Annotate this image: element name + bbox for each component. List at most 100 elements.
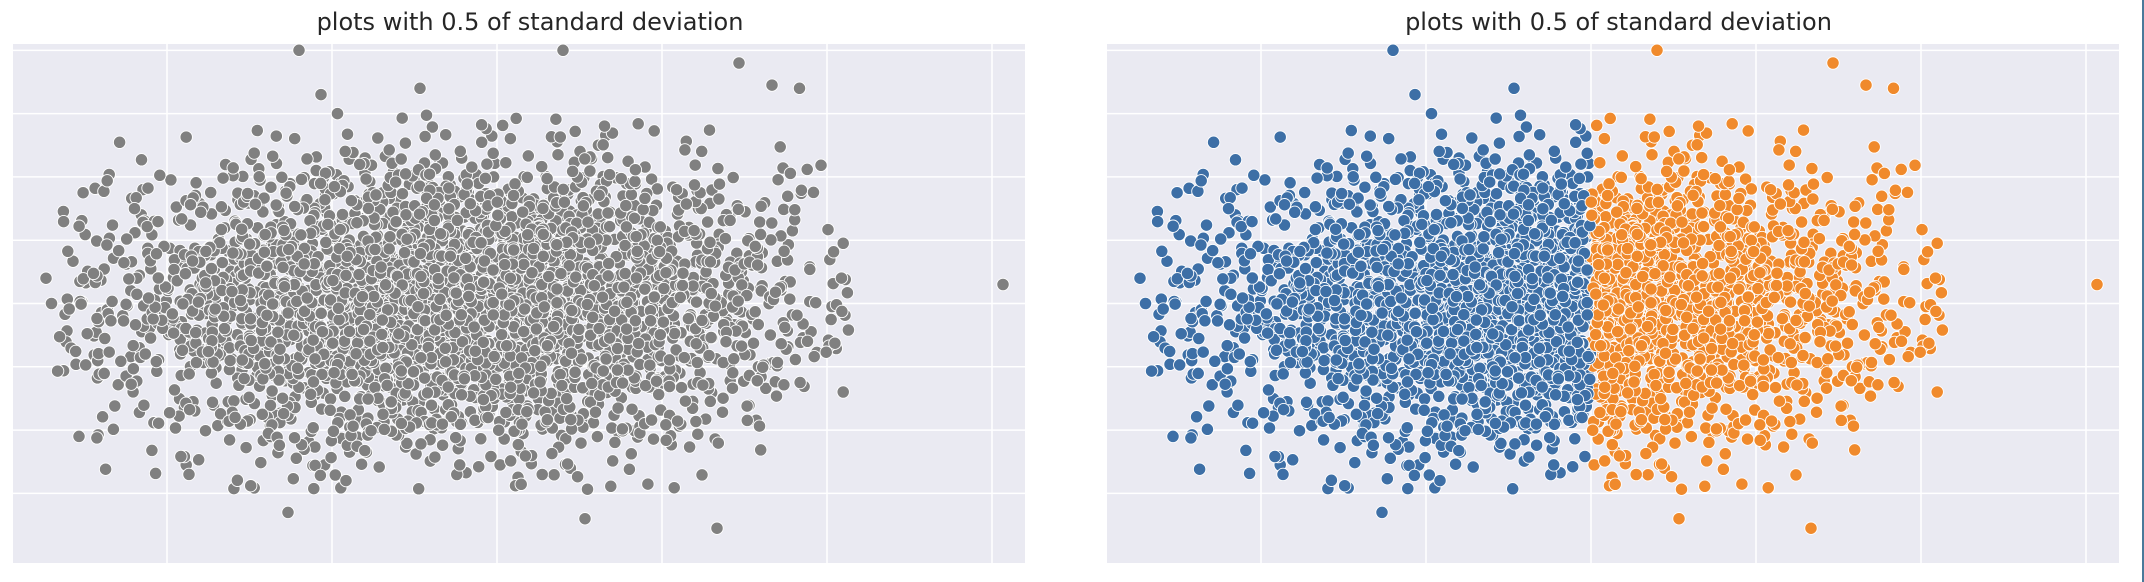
scatter-point (621, 154, 635, 168)
scatter-point (189, 176, 203, 190)
scatter-point (117, 256, 131, 270)
scatter-point (601, 206, 615, 220)
scatter-point (629, 271, 644, 285)
scatter-point (622, 462, 637, 476)
scatter-point (550, 238, 564, 252)
scatter-point (630, 244, 644, 259)
scatter-point (731, 202, 746, 216)
scatter-point (581, 215, 595, 229)
scatter-point (619, 322, 634, 336)
scatter-point (61, 244, 75, 258)
scatter-point (389, 175, 403, 189)
scatter-point (185, 254, 200, 268)
scatter-point (646, 432, 661, 446)
scatter-point (105, 294, 119, 309)
scatter-point (244, 479, 258, 493)
scatter-point (669, 343, 683, 357)
scatter-point (189, 325, 203, 340)
scatter-point (149, 247, 164, 261)
scatter-point (214, 200, 229, 214)
scatter-point (1785, 427, 1799, 441)
scatter-point (372, 460, 386, 474)
scatter-point (435, 438, 450, 452)
scatter-point (439, 355, 453, 369)
scatter-point (520, 405, 534, 419)
scatter-point (406, 365, 421, 379)
scatter-point (554, 266, 568, 281)
scatter-point (618, 266, 632, 281)
scatter-point (556, 182, 570, 197)
scatter-point (814, 158, 828, 172)
scatter-point (546, 319, 561, 334)
scatter-point (673, 290, 687, 305)
scatter-point (740, 399, 754, 413)
scatter-point (276, 406, 291, 421)
scatter-point (503, 271, 518, 285)
scatter-point (80, 327, 94, 341)
right-chart-title: plots with 0.5 of standard deviation (1405, 8, 1832, 36)
scatter-point (489, 372, 503, 386)
scatter-point (599, 352, 613, 366)
scatter-point (821, 222, 835, 237)
scatter-point (114, 354, 128, 368)
scatter-point (495, 327, 509, 342)
scatter-point (174, 449, 188, 464)
scatter-point (165, 307, 180, 321)
scatter-point (414, 437, 428, 451)
scatter-point (625, 402, 639, 416)
scatter-point (526, 386, 541, 400)
right-panel: plots with 0.5 of standard deviation (1093, 0, 2144, 582)
scatter-point (474, 236, 488, 250)
scatter-point (264, 335, 278, 349)
scatter-point (327, 366, 341, 380)
scatter-point (731, 294, 745, 308)
scatter-point (252, 170, 266, 184)
scatter-point (257, 245, 272, 259)
scatter-point (565, 164, 580, 179)
scatter-point (711, 436, 725, 450)
left-panel: plots with 0.5 of standard deviation (0, 0, 1060, 582)
scatter-point (169, 200, 183, 214)
scatter-point (732, 56, 746, 70)
scatter-point (140, 219, 154, 234)
scatter-point (508, 177, 522, 191)
scatter-point (275, 170, 289, 184)
scatter-point (486, 295, 500, 310)
scatter-point (112, 135, 127, 149)
scatter-point (476, 335, 490, 349)
scatter-point (809, 296, 823, 310)
scatter-point (237, 371, 251, 386)
scatter-point (515, 417, 529, 431)
scatter-point (72, 429, 86, 444)
scatter-point (178, 267, 193, 281)
scatter-point (800, 334, 815, 348)
scatter-point (748, 239, 762, 254)
scatter-point (588, 405, 603, 419)
scatter-point (266, 149, 280, 163)
scatter-point (323, 392, 338, 406)
scatter-point (225, 284, 239, 299)
scatter-point (427, 198, 442, 212)
scatter-point (313, 468, 328, 483)
scatter-point (126, 338, 140, 353)
scatter-point (338, 144, 352, 159)
scatter-point (457, 372, 472, 386)
scatter-point (580, 297, 594, 312)
scatter-point (208, 302, 222, 316)
scatter-point (653, 220, 667, 234)
scatter-point (620, 295, 634, 309)
scatter-point (397, 245, 412, 260)
scatter-point (217, 321, 232, 336)
scatter-point (258, 357, 272, 371)
scatter-point (241, 186, 255, 201)
scatter-point (39, 271, 53, 285)
scatter-point (550, 282, 564, 296)
scatter-point (331, 301, 346, 315)
scatter-point (168, 421, 183, 435)
scatter-point (254, 455, 268, 470)
scatter-point (499, 156, 513, 170)
scatter-point (175, 212, 189, 226)
scatter-point (537, 300, 551, 314)
scatter-point (277, 280, 292, 294)
scatter-point (201, 344, 216, 359)
